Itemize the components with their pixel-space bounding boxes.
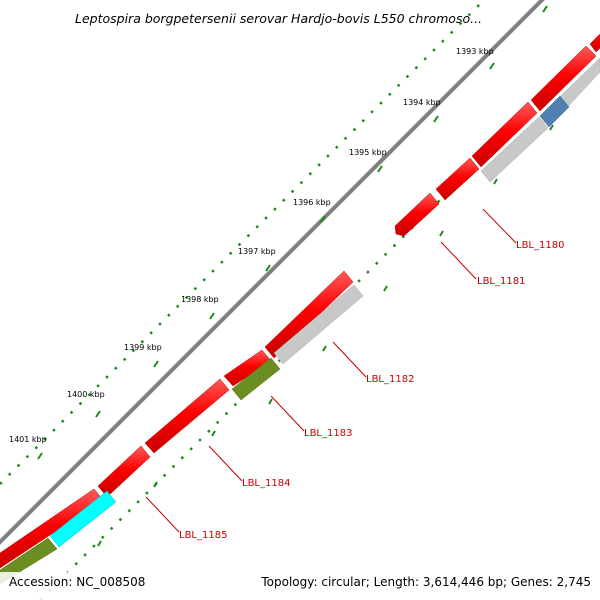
gene-arrow[interactable] [589, 24, 600, 53]
gene-arrow[interactable] [530, 45, 597, 112]
label-leaders [145, 208, 517, 533]
blue-feature[interactable] [539, 95, 570, 128]
gray-feature[interactable] [273, 284, 364, 365]
gray-feature[interactable] [480, 116, 549, 183]
tick-label: 1401 kbp [9, 435, 47, 444]
other-features [0, 57, 600, 585]
gene-label[interactable]: LBL_1183 [304, 428, 352, 439]
gene-arrow[interactable] [97, 445, 151, 498]
gene-label[interactable]: LBL_1185 [179, 530, 227, 541]
chromosome-backbone [0, 0, 545, 545]
reverse-strand-genes [394, 157, 480, 237]
tick-label: 1398 kbp [181, 295, 219, 304]
gene-arrow-lbl-1181[interactable] [435, 157, 480, 201]
tick-label: 1394 kbp [403, 98, 441, 107]
map-title: Leptospira borgpetersenii serovar Hardjo… [75, 11, 482, 26]
forward-strand-genes [0, 24, 600, 569]
gene-arrow[interactable] [144, 378, 230, 454]
tick-label: 1399 kbp [124, 343, 162, 352]
outer-tick-ring [0, 0, 486, 485]
inner-major-ticks [97, 124, 554, 547]
cyan-feature[interactable] [49, 490, 117, 548]
tick-labels: 1393 kbp 1394 kbp 1395 kbp 1396 kbp 1397… [9, 47, 494, 444]
footer-background [0, 572, 600, 600]
gene-labels: LBL_1180 LBL_1181 LBL_1182 LBL_1183 LBL_… [179, 240, 564, 541]
tick-label: 1395 kbp [349, 148, 387, 157]
genome-summary-text: Topology: circular; Length: 3,614,446 bp… [260, 575, 591, 589]
tick-label: 1400 kbp [67, 390, 105, 399]
tick-label: 1396 kbp [293, 198, 331, 207]
gene-label[interactable]: LBL_1184 [242, 478, 290, 489]
green-feature[interactable] [231, 357, 281, 401]
gene-label[interactable]: LBL_1180 [516, 240, 564, 251]
tick-label: 1397 kbp [238, 247, 276, 256]
gene-arrow[interactable] [471, 101, 538, 168]
gene-label[interactable]: LBL_1182 [366, 374, 414, 385]
accession-text: Accession: NC_008508 [9, 575, 145, 589]
gene-arrow[interactable] [264, 270, 354, 359]
gene-label[interactable]: LBL_1181 [477, 276, 525, 287]
major-ticks [37, 5, 548, 460]
gene-arrow-lbl-1180[interactable] [394, 192, 440, 237]
tick-label: 1393 kbp [456, 47, 494, 56]
